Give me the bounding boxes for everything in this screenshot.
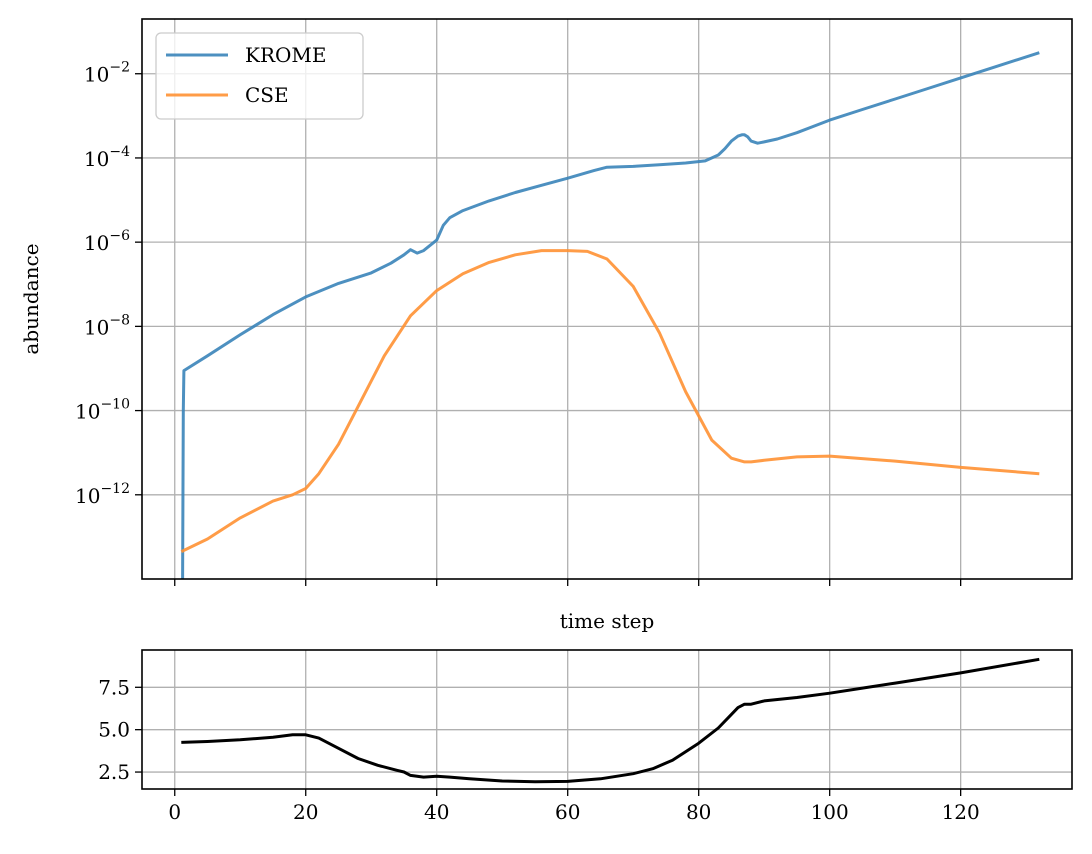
x-tick-label: 0	[168, 800, 181, 824]
ratio-tick-labels: 0 20 40 60 80 100 120 2.5 5.0 7.5	[98, 675, 980, 824]
ratio-plot-frame	[141, 649, 1073, 790]
abundance-plot-frame	[141, 18, 1073, 580]
x-tick-label: 120	[942, 800, 980, 824]
y-tick-label: 10−8	[84, 312, 130, 339]
ratio-plot: 0 20 40 60 80 100 120 2.5 5.0 7.5	[98, 649, 1073, 824]
x-tick-label: 80	[686, 800, 711, 824]
y-axis-label: abundance	[19, 243, 43, 354]
y-tick-label: 7.5	[98, 675, 130, 699]
x-tick-label: 20	[293, 800, 318, 824]
series-line-cse	[180, 249, 1040, 553]
abundance-y-tick-labels: 10−2 10−4 10−6 10−8 10−10 10−12	[75, 60, 130, 508]
ratio-grid	[142, 650, 1072, 789]
y-tick-label: 10−4	[84, 144, 130, 171]
ratio-series	[181, 657, 1040, 784]
legend: KROME CSE	[155, 32, 364, 120]
y-tick-label: 10−10	[75, 397, 130, 424]
abundance-plot: 10−2 10−4 10−6 10−8 10−10 10−12 abundance tim…	[19, 18, 1073, 633]
y-tick-label: 10−12	[75, 481, 130, 508]
x-tick-label: 40	[424, 800, 449, 824]
abundance-ticks	[135, 73, 962, 586]
series-line-ratio	[181, 657, 1040, 784]
x-tick-label: 100	[811, 800, 849, 824]
abundance-grid	[142, 19, 1072, 579]
y-tick-label: 10−2	[84, 60, 130, 87]
legend-label-cse: CSE	[245, 83, 289, 107]
ratio-ticks	[135, 686, 962, 796]
x-axis-label: time step	[560, 609, 655, 633]
abundance-series	[180, 51, 1040, 580]
series-line-krome	[181, 51, 1040, 580]
y-tick-label: 5.0	[98, 718, 130, 742]
legend-label-krome: KROME	[245, 43, 326, 67]
x-tick-label: 60	[555, 800, 580, 824]
y-tick-label: 2.5	[98, 760, 130, 784]
y-tick-label: 10−6	[84, 228, 130, 255]
